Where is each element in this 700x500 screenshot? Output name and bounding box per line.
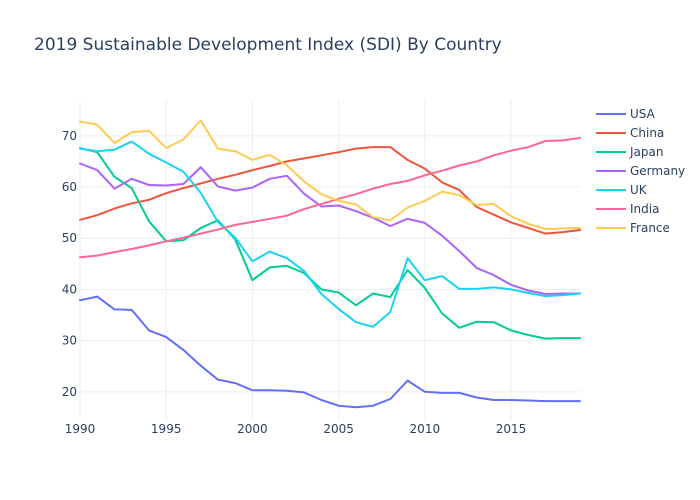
legend-label: India [630, 202, 659, 216]
x-tick-label: 2005 [323, 422, 354, 436]
x-tick-label: 2015 [496, 422, 527, 436]
grid [79, 100, 580, 420]
legend-item-france[interactable]: France [596, 221, 670, 235]
legend-item-china[interactable]: China [596, 126, 664, 140]
legend[interactable]: USA China Japan Germany UK India France [596, 107, 685, 235]
y-tick-label: 70 [62, 129, 77, 143]
legend-label: China [630, 126, 664, 140]
x-axis-ticks: 1990 1995 2000 2005 2010 2015 [65, 422, 527, 436]
legend-item-india[interactable]: India [596, 202, 659, 216]
series-line-usa [79, 295, 581, 409]
chart-title: 2019 Sustainable Development Index (SDI)… [34, 35, 502, 55]
legend-item-germany[interactable]: Germany [596, 164, 685, 178]
y-tick-label: 20 [62, 385, 77, 399]
series-line-germany [79, 162, 581, 295]
legend-label: USA [630, 107, 656, 121]
legend-label: France [630, 221, 670, 235]
legend-label: Japan [629, 145, 663, 159]
legend-label: Germany [630, 164, 685, 178]
y-tick-label: 60 [62, 180, 77, 194]
series-lines [79, 119, 581, 409]
y-tick-label: 50 [62, 231, 77, 245]
y-tick-label: 30 [62, 334, 77, 348]
series-line-france [79, 119, 581, 230]
legend-item-uk[interactable]: UK [596, 183, 648, 197]
legend-item-usa[interactable]: USA [596, 107, 656, 121]
legend-item-japan[interactable]: Japan [596, 145, 663, 159]
series-line-uk [79, 140, 581, 328]
x-tick-label: 2010 [410, 422, 441, 436]
y-axis-ticks: 20 30 40 50 60 70 [62, 129, 77, 399]
y-tick-label: 40 [62, 282, 77, 296]
series-line-india [79, 136, 581, 259]
x-tick-label: 1995 [151, 422, 182, 436]
series-line-japan [79, 147, 581, 340]
x-tick-label: 1990 [65, 422, 96, 436]
series-line-china [79, 146, 581, 235]
x-tick-label: 2000 [237, 422, 268, 436]
legend-label: UK [630, 183, 648, 197]
